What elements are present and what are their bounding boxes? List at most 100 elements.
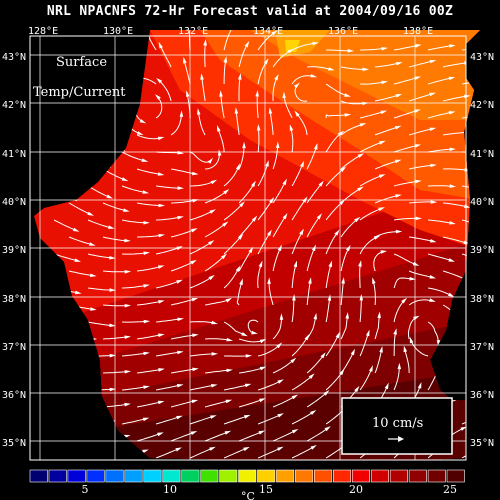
streamline-arrowhead bbox=[229, 30, 235, 31]
streamline-arrowhead bbox=[457, 318, 463, 325]
streamline bbox=[155, 280, 180, 289]
streamline-arrowhead bbox=[244, 383, 252, 388]
streamline bbox=[443, 131, 468, 136]
streamline-arrowhead bbox=[144, 30, 149, 32]
streamline bbox=[223, 203, 243, 221]
streamline-arrowhead bbox=[225, 399, 233, 404]
streamline-arrowhead bbox=[378, 174, 386, 179]
streamline bbox=[359, 263, 361, 289]
streamline bbox=[121, 450, 146, 459]
streamline-arrowhead bbox=[293, 260, 297, 268]
streamline bbox=[239, 367, 263, 374]
streamline-arrowhead bbox=[66, 99, 72, 106]
streamline-arrowhead bbox=[192, 171, 199, 176]
streamline bbox=[53, 219, 76, 231]
streamline bbox=[87, 185, 110, 198]
streamline bbox=[393, 253, 416, 265]
streamline bbox=[220, 94, 225, 119]
streamline-arrowhead bbox=[209, 446, 216, 451]
streamline bbox=[238, 145, 245, 170]
colorbar-tick: 5 bbox=[82, 483, 89, 496]
streamline bbox=[461, 355, 480, 370]
streamline bbox=[409, 201, 434, 204]
streamline bbox=[359, 111, 384, 119]
streamline bbox=[136, 134, 161, 140]
streamline bbox=[326, 49, 351, 52]
streamline bbox=[325, 83, 348, 97]
streamline bbox=[272, 77, 278, 102]
streamline bbox=[54, 355, 79, 358]
streamline bbox=[272, 396, 295, 408]
streamline bbox=[238, 44, 248, 68]
lat-label: 36°N bbox=[2, 390, 26, 401]
streamline bbox=[296, 113, 308, 136]
colorbar-cell bbox=[105, 469, 124, 483]
streamline bbox=[408, 93, 433, 102]
streamline bbox=[291, 411, 314, 425]
streamline-arrowhead bbox=[395, 94, 403, 98]
streamline bbox=[121, 185, 146, 193]
streamline bbox=[410, 340, 429, 357]
streamline-arrowhead bbox=[100, 133, 107, 139]
streamline bbox=[325, 298, 331, 323]
streamline-arrowhead bbox=[449, 44, 456, 48]
colorbar-cell bbox=[143, 469, 162, 483]
colorbar-cell bbox=[29, 469, 48, 483]
streamline bbox=[53, 151, 74, 168]
streamline bbox=[205, 338, 230, 341]
streamline-arrowhead bbox=[282, 91, 286, 98]
streamline bbox=[257, 344, 280, 357]
streamline bbox=[235, 111, 240, 136]
streamline bbox=[122, 285, 147, 289]
streamline-arrowhead bbox=[415, 216, 422, 221]
streamline bbox=[204, 191, 227, 204]
streamline-arrowhead bbox=[395, 229, 403, 234]
streamline-arrowhead bbox=[429, 127, 437, 132]
streamline-arrowhead bbox=[248, 246, 254, 254]
streamline-arrowhead bbox=[158, 203, 165, 208]
streamline bbox=[88, 388, 113, 391]
streamline bbox=[272, 50, 291, 68]
streamline bbox=[137, 234, 162, 238]
streamline-arrowhead bbox=[429, 92, 436, 97]
streamline-arrowhead bbox=[267, 277, 271, 284]
streamline-arrowhead bbox=[224, 430, 232, 435]
streamline bbox=[189, 241, 212, 255]
streamline-arrowhead bbox=[449, 221, 456, 225]
streamline-arrowhead bbox=[430, 163, 437, 168]
streamline-arrowhead bbox=[409, 336, 414, 344]
streamline bbox=[204, 255, 225, 272]
streamline-arrowhead bbox=[381, 80, 388, 85]
streamline bbox=[122, 320, 147, 323]
colorbar-cell bbox=[162, 469, 181, 483]
streamline-arrowhead bbox=[354, 385, 360, 393]
velocity-reference-box: 10 cm/s bbox=[341, 397, 453, 455]
lat-label: 38°N bbox=[470, 294, 494, 305]
streamline bbox=[189, 415, 214, 425]
streamline bbox=[325, 114, 348, 119]
streamline-arrowhead bbox=[275, 141, 280, 148]
streamline bbox=[291, 446, 314, 459]
streamline-arrowhead bbox=[69, 164, 76, 170]
streamline bbox=[190, 181, 214, 187]
streamline bbox=[238, 431, 262, 442]
streamline-arrowhead bbox=[310, 445, 317, 450]
streamline-arrowhead bbox=[255, 90, 259, 97]
streamline bbox=[88, 420, 113, 425]
streamline-arrowhead bbox=[482, 224, 489, 228]
streamline-arrowhead bbox=[177, 186, 184, 190]
streamline-arrowhead bbox=[72, 227, 80, 232]
streamline-arrowhead bbox=[409, 276, 416, 281]
colorbar-tick: 20 bbox=[349, 483, 363, 496]
colorbar-cell bbox=[200, 469, 219, 483]
streamline-arrowhead bbox=[397, 362, 402, 370]
streamline-arrowhead bbox=[186, 90, 190, 97]
streamline bbox=[257, 32, 275, 51]
streamline bbox=[359, 298, 362, 323]
streamline-arrowhead bbox=[136, 131, 144, 135]
streamline-arrowhead bbox=[124, 370, 132, 374]
streamline-arrowhead bbox=[377, 311, 381, 319]
streamline-arrowhead bbox=[251, 330, 258, 335]
streamline-arrowhead bbox=[139, 119, 147, 124]
